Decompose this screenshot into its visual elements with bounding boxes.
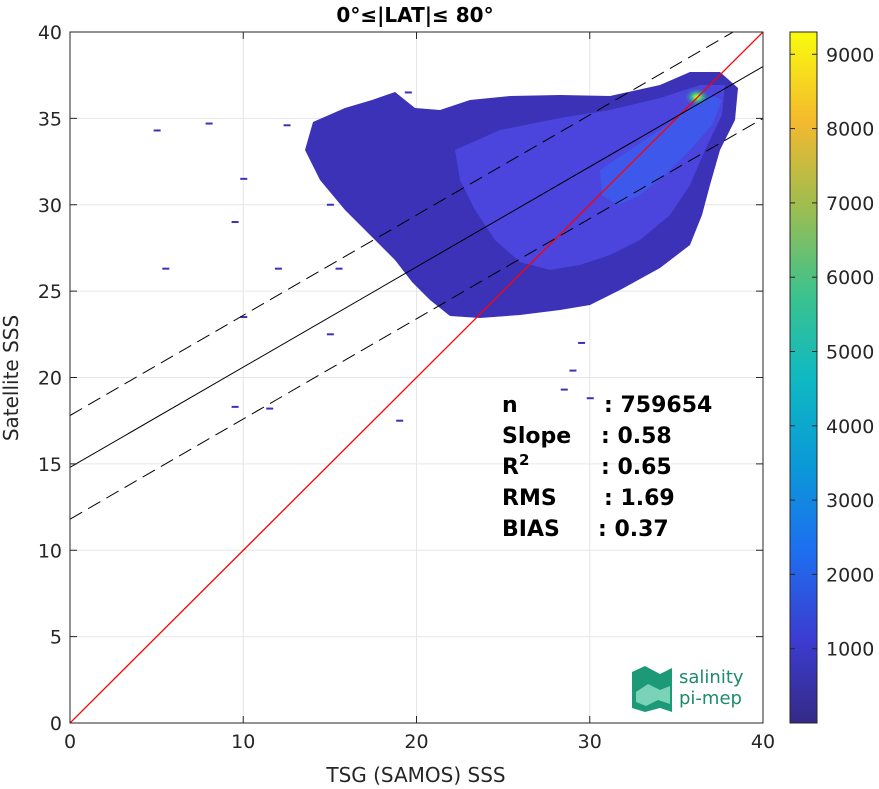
outlier-point (153, 129, 161, 132)
colorbar-tick-label: 3000 (826, 490, 874, 512)
outlier-point (231, 405, 239, 408)
y-tick-label: 5 (50, 627, 62, 649)
colorbar-tick-label: 9000 (826, 44, 874, 66)
y-axis-label: Satellite SSS (0, 315, 23, 441)
tick-marks (69, 31, 764, 724)
stat-label: BIAS (502, 517, 560, 542)
outlier-point (283, 124, 291, 127)
colorbar (789, 31, 818, 724)
stat-value: : 759654 (604, 393, 712, 418)
stat-label: RMS (502, 486, 557, 511)
outlier-point (240, 177, 248, 180)
y-tick-label: 10 (38, 540, 62, 562)
colorbar-ticks: 1000 2000 3000 4000 5000 6000 7000 8000 9000 (790, 44, 874, 661)
stat-value: : 0.37 (598, 517, 669, 542)
colorbar-tick-label: 7000 (826, 193, 874, 215)
outlier-point (396, 419, 404, 422)
regression-upper-bound (70, 32, 735, 416)
density-mid (455, 85, 725, 270)
y-tick-label: 35 (38, 108, 62, 130)
y-tick-label: 40 (38, 22, 62, 44)
stat-label: R2 (502, 451, 529, 480)
outlier-point (569, 369, 577, 372)
regression-lower-bound (70, 117, 763, 520)
outlier-point (586, 397, 594, 400)
outlier-point (162, 267, 170, 270)
density-core (600, 95, 722, 205)
colorbar-tick-label: 5000 (826, 341, 874, 363)
x-tick-labels: 0 10 20 30 40 (64, 731, 775, 753)
outlier-point (326, 333, 334, 336)
x-tick-label: 40 (751, 731, 775, 753)
stat-label: Slope (502, 424, 571, 449)
logo-text-salinity: salinity (679, 667, 744, 688)
y-tick-labels: 0 5 10 15 20 25 30 35 40 (38, 22, 62, 735)
y-tick-label: 30 (38, 195, 62, 217)
logo-text-pi-mep: pi-mep (679, 688, 742, 709)
chart-title: 0°≤|LAT|≤ 80° (336, 3, 493, 27)
salinity-pi-mep-logo: salinity pi-mep (632, 666, 744, 712)
x-tick-label: 0 (64, 731, 76, 753)
stat-value: : 0.65 (601, 455, 672, 480)
identity-line (70, 32, 763, 723)
colorbar-tick-label: 1000 (826, 639, 874, 661)
outlier-point (560, 388, 568, 391)
outlier-point (266, 407, 274, 410)
colorbar-tick-label: 4000 (826, 416, 874, 438)
outlier-point (326, 203, 334, 206)
colorbar-tick-label: 8000 (826, 119, 874, 141)
colorbar-tick-label: 6000 (826, 267, 874, 289)
stat-value: : 1.69 (604, 486, 675, 511)
outlier-point (274, 267, 282, 270)
outlier-point (205, 122, 213, 125)
outlier-point (578, 341, 586, 344)
outlier-point (387, 103, 395, 106)
x-tick-label: 30 (578, 731, 602, 753)
y-tick-label: 20 (38, 368, 62, 390)
stats-box: n : 759654 Slope : 0.58 R2 : 0.65 RMS : 1.69 BIA… (502, 393, 712, 542)
y-tick-label: 15 (38, 454, 62, 476)
outlier-point (404, 91, 412, 94)
stat-value: : 0.58 (601, 424, 672, 449)
y-tick-label: 0 (50, 713, 62, 735)
colorbar-tick-label: 2000 (826, 564, 874, 586)
outlier-point (231, 221, 239, 224)
y-tick-label: 25 (38, 281, 62, 303)
outlier-point (335, 267, 343, 270)
density-cloud (153, 72, 738, 422)
regression-line (70, 66, 763, 468)
x-axis-label: TSG (SAMOS) SSS (325, 763, 505, 787)
x-tick-label: 20 (404, 731, 428, 753)
x-tick-label: 10 (231, 731, 255, 753)
outlier-point (240, 316, 248, 319)
stat-label: n (502, 393, 518, 418)
